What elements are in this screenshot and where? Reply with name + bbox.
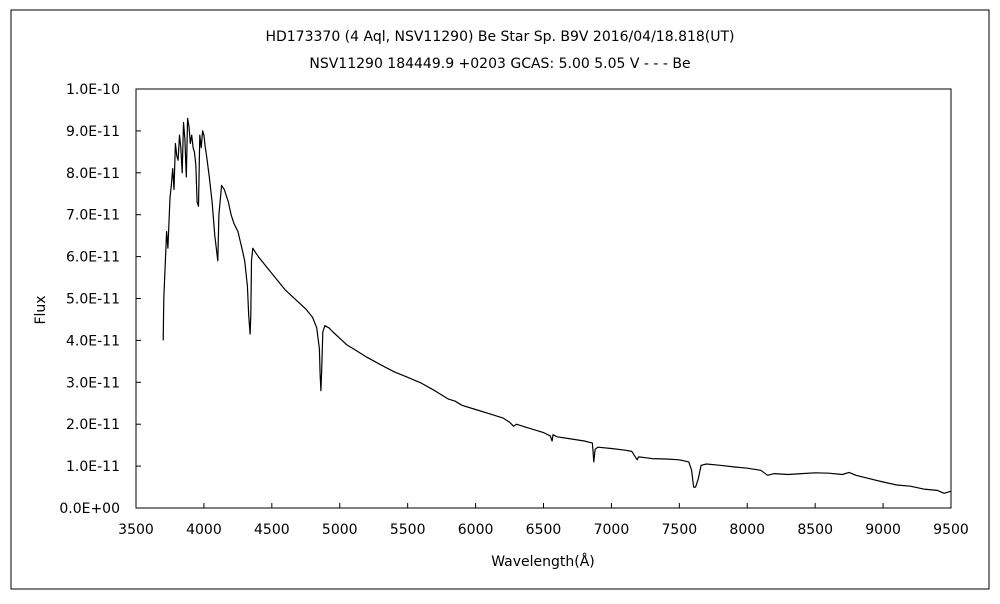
- x-tick-label: 6500: [526, 522, 562, 538]
- x-tick-label: 5500: [390, 522, 426, 538]
- x-tick-label: 3500: [118, 522, 154, 538]
- y-tick-label: 6.0E-11: [66, 250, 120, 266]
- y-tick-label: 8.0E-11: [66, 166, 120, 182]
- x-tick-label: 5000: [322, 522, 358, 538]
- y-tick-label: 3.0E-11: [66, 375, 120, 391]
- x-tick-label: 4500: [254, 522, 290, 538]
- x-axis-label: Wavelength(Å): [491, 553, 595, 570]
- y-tick-label: 2.0E-11: [66, 417, 120, 433]
- y-axis-label: Flux: [33, 295, 49, 324]
- y-tick-label: 7.0E-11: [66, 208, 120, 224]
- x-tick-label: 8500: [797, 522, 833, 538]
- chart-subtitle: NSV11290 184449.9 +0203 GCAS: 5.00 5.05 …: [309, 56, 690, 72]
- y-tick-label: 5.0E-11: [66, 292, 120, 308]
- y-tick-label: 1.0E-10: [66, 82, 120, 98]
- chart-title: HD173370 (4 Aql, NSV11290) Be Star Sp. B…: [265, 29, 734, 45]
- outer-border: [10, 9, 990, 590]
- x-tick-label: 8000: [729, 522, 765, 538]
- y-tick-label: 1.0E-11: [66, 459, 120, 475]
- spectrum-line: [162, 117, 952, 494]
- x-axis: 3500 4000 4500 5000 5500 6000 6500 7000 7500 8000…: [118, 503, 969, 538]
- y-tick-label: 9.0E-11: [66, 124, 120, 140]
- x-tick-label: 7500: [662, 522, 698, 538]
- x-tick-label: 4000: [186, 522, 222, 538]
- x-tick-label: 9000: [865, 522, 901, 538]
- x-tick-label: 9500: [933, 522, 969, 538]
- x-tick-label: 7000: [594, 522, 630, 538]
- y-axis: 0.0E+00 1.0E-11 2.0E-11 3.0E-11 4.0E-11 5.0E-…: [59, 82, 141, 517]
- y-tick-label: 4.0E-11: [66, 333, 120, 349]
- series-group: [162, 117, 952, 494]
- x-tick-label: 6000: [458, 522, 494, 538]
- y-tick-label: 0.0E+00: [59, 501, 120, 517]
